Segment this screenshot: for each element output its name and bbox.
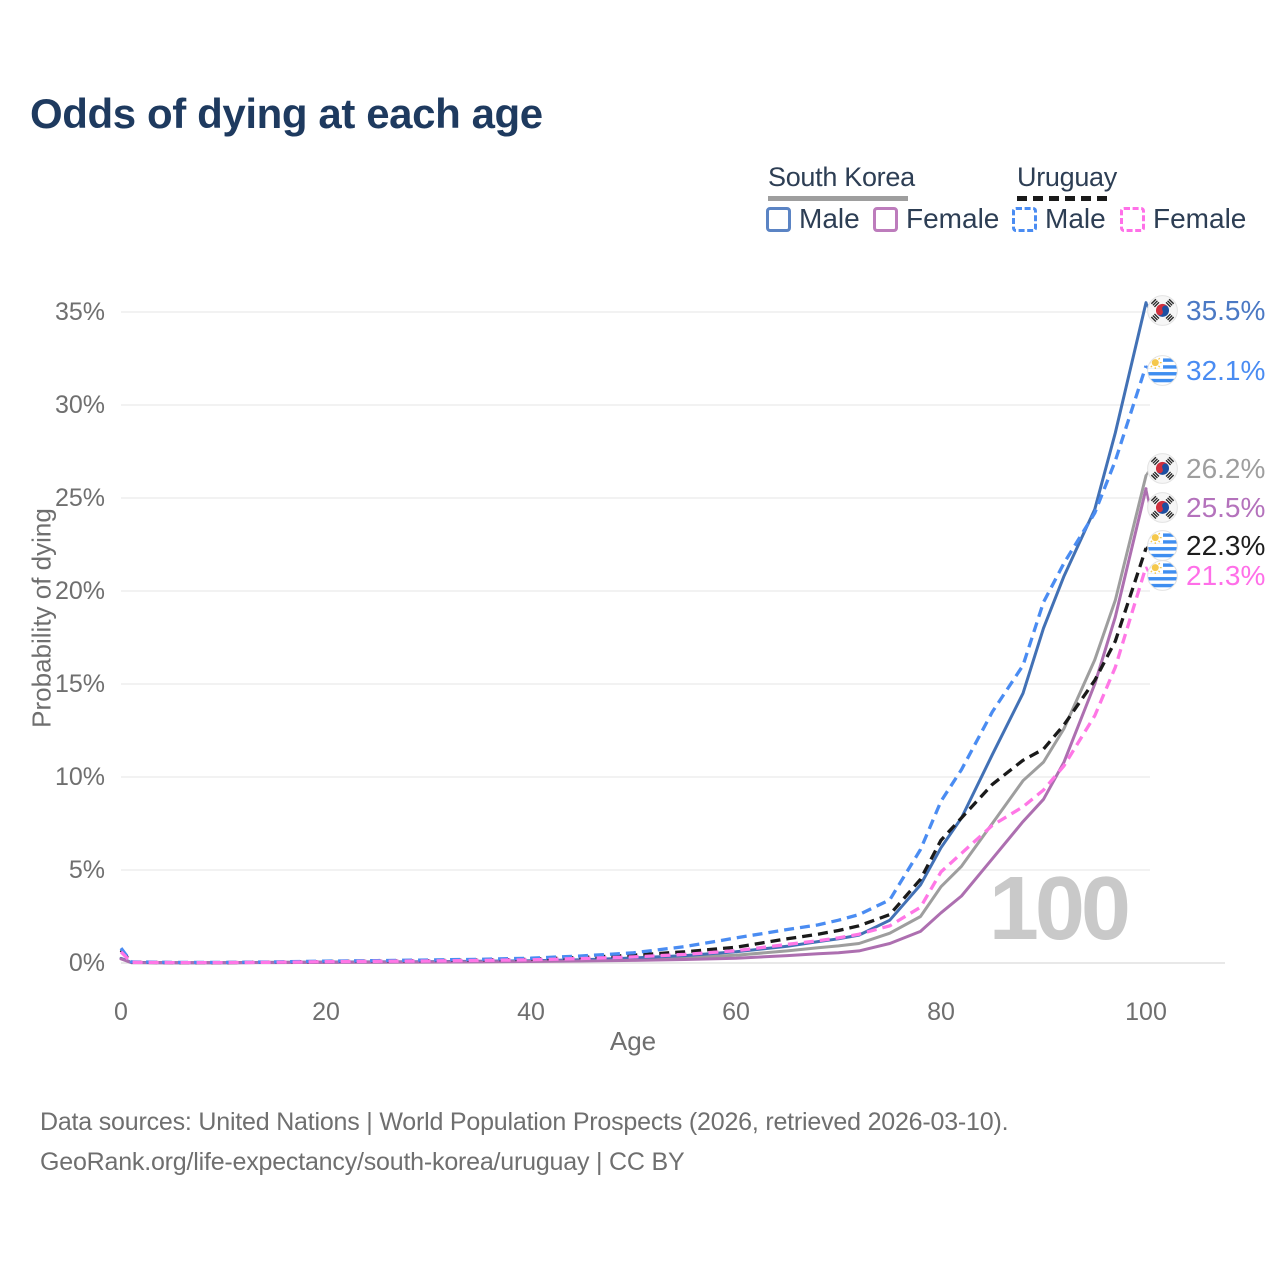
legend-group-south-korea[interactable]: South Korea <box>768 162 915 201</box>
end-flag-uy-total <box>1147 530 1178 566</box>
y-tick-label: 5% <box>68 856 105 884</box>
y-tick-label: 0% <box>68 949 105 977</box>
y-tick-label: 20% <box>54 577 105 605</box>
end-flag-uy-female <box>1147 559 1178 596</box>
legend-label-female: Female <box>1153 203 1247 234</box>
series-layer <box>119 301 1148 965</box>
end-value-label-sk-female: 25.5% <box>1186 491 1266 523</box>
uruguay-flag-icon <box>1147 530 1178 562</box>
legend-item-uruguay-male[interactable]: Male <box>1012 203 1106 235</box>
uruguay-flag-icon <box>1147 559 1178 591</box>
x-tick-label: 40 <box>517 998 545 1026</box>
uruguay-flag-icon <box>1147 355 1178 386</box>
x-tick-label: 0 <box>114 998 128 1026</box>
end-flag-sk-total <box>1147 452 1178 489</box>
legend-swatch-south-korea-female[interactable] <box>873 206 898 232</box>
end-flag-uy-male <box>1147 355 1178 391</box>
end-value-label-uy-female: 21.3% <box>1186 559 1266 591</box>
x-tick-label: 20 <box>312 998 340 1026</box>
y-tick-label: 35% <box>54 298 105 326</box>
south-korea-flag-icon <box>1147 294 1178 326</box>
page-title: Odds of dying at each age <box>30 90 543 137</box>
south-korea-flag-icon <box>1147 491 1178 523</box>
y-axis-title: Probability of dying <box>26 508 57 728</box>
legend-swatch-uruguay-female[interactable] <box>1120 206 1145 232</box>
end-value-label-sk-total: 26.2% <box>1186 452 1266 484</box>
y-tick-label: 15% <box>54 670 105 698</box>
y-tick-label: 30% <box>54 391 105 419</box>
legend-underline-solid-line <box>768 196 908 201</box>
legend-item-uruguay-female[interactable]: Female <box>1120 203 1246 235</box>
legend-swatch-uruguay-male[interactable] <box>1012 206 1037 232</box>
legend-label-male: Male <box>1045 203 1106 234</box>
footer-data-sources: Data sources: United Nations | World Pop… <box>40 1108 1009 1136</box>
x-tick-label: 60 <box>722 998 750 1026</box>
legend-label-female: Female <box>906 203 1000 234</box>
end-flag-sk-male <box>1147 294 1178 331</box>
legend-swatch-south-korea-male[interactable] <box>766 206 791 232</box>
end-value-label-uy-total: 22.3% <box>1186 530 1266 562</box>
series-line-uy-female[interactable] <box>119 566 1148 965</box>
legend-item-south-korea-female[interactable]: Female <box>873 203 999 235</box>
end-value-label-uy-male: 32.1% <box>1186 354 1266 386</box>
x-tick-label: 100 <box>1125 998 1167 1026</box>
legend-item-south-korea-male[interactable]: Male <box>766 203 860 235</box>
legend-group-label-uruguay: Uruguay <box>1017 162 1117 192</box>
y-tick-label: 25% <box>54 484 105 512</box>
end-flag-sk-female <box>1147 491 1178 528</box>
legend-underline-dashed-line <box>1017 196 1112 201</box>
legend-label-male: Male <box>799 203 860 234</box>
hover-age-watermark: 100 <box>988 859 1131 959</box>
footer-attribution: GeoRank.org/life-expectancy/south-korea/… <box>40 1148 685 1176</box>
end-value-label-sk-male: 35.5% <box>1186 294 1266 326</box>
south-korea-flag-icon <box>1147 452 1178 484</box>
x-axis-title: Age <box>609 1026 657 1056</box>
legend-group-uruguay[interactable]: Uruguay <box>1017 162 1117 201</box>
x-tick-label: 80 <box>927 998 955 1026</box>
y-tick-label: 10% <box>54 763 105 791</box>
legend-group-label-south-korea: South Korea <box>768 162 915 192</box>
